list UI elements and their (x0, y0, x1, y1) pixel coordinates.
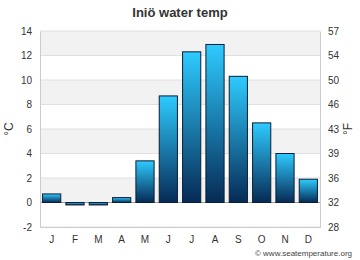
y-axis-title: °C (2, 122, 16, 136)
x-tick-label: J (49, 234, 54, 245)
x-tick-label: D (305, 234, 312, 245)
y-tick-label: 8 (26, 99, 32, 110)
y2-tick-label: 32 (328, 197, 340, 208)
y2-axis-title: °F (341, 123, 355, 135)
y-tick: -2 (23, 222, 40, 233)
y-tick: 14 (21, 26, 40, 37)
y-tick: 0 (26, 197, 40, 208)
chart: JFMAMJJASOND-202468101214283236394346505… (0, 0, 360, 260)
y-tick-label: -2 (23, 222, 32, 233)
x-tick-label: S (235, 234, 242, 245)
x-axis: JFMAMJJASOND (41, 227, 321, 245)
bar (136, 161, 154, 203)
x-tick-label: M (94, 234, 102, 245)
grid-line (40, 31, 320, 32)
grid-line (40, 55, 320, 56)
y2-tick-label: 39 (328, 148, 340, 159)
y2-tick: 39 (320, 148, 340, 159)
y2-tick: 32 (320, 197, 340, 208)
x-tick: J (49, 227, 54, 245)
y-tick: 2 (26, 173, 40, 184)
y-axis-line (40, 32, 41, 228)
x-tick-label: J (189, 234, 194, 245)
bar (43, 194, 61, 203)
grid-line (40, 227, 320, 228)
x-tick-label: J (166, 234, 171, 245)
x-tick-label: N (281, 234, 288, 245)
grid-band (40, 80, 320, 105)
bar (66, 203, 84, 205)
y-tick-label: 6 (26, 124, 32, 135)
bar (159, 96, 177, 203)
grid-line (40, 104, 320, 105)
x-tick-label: A (212, 234, 219, 245)
y-tick: 8 (26, 99, 40, 110)
grid-band (40, 31, 320, 56)
x-tick: O (258, 227, 266, 245)
x-tick: D (305, 227, 312, 245)
y2-tick: 43 (320, 124, 340, 135)
y2-tick-label: 36 (328, 173, 340, 184)
x-axis-line (41, 227, 321, 228)
y2-tick: 57 (320, 26, 340, 37)
x-tick-label: F (72, 234, 78, 245)
x-tick: J (166, 227, 171, 245)
y2-tick-label: 43 (328, 124, 340, 135)
y2-tick-label: 46 (328, 99, 340, 110)
x-tick: A (212, 227, 219, 245)
grid (40, 31, 320, 227)
x-tick: M (141, 227, 149, 245)
y2-tick-label: 54 (328, 50, 340, 61)
y-tick: 6 (26, 124, 40, 135)
bar (299, 179, 317, 202)
y-tick-label: 4 (26, 148, 32, 159)
grid-line (40, 80, 320, 81)
x-tick: M (94, 227, 102, 245)
plot: JFMAMJJASOND-202468101214283236394346505… (21, 26, 340, 245)
x-tick: J (189, 227, 194, 245)
y2-tick: 50 (320, 75, 340, 86)
x-tick-label: O (258, 234, 266, 245)
y2-tick: 54 (320, 50, 340, 61)
bar (229, 76, 247, 202)
y2-tick-label: 57 (328, 26, 340, 37)
y-tick: 12 (21, 50, 40, 61)
y2-tick: 46 (320, 99, 340, 110)
x-tick: F (72, 227, 78, 245)
y-tick-label: 2 (26, 173, 32, 184)
x-tick: A (118, 227, 125, 245)
x-tick-label: A (118, 234, 125, 245)
title: Iniö water temp (132, 5, 227, 20)
y2-axis-line (320, 32, 321, 228)
bar (113, 198, 131, 203)
y-tick-label: 12 (21, 50, 33, 61)
grid-band (40, 129, 320, 154)
bar (276, 154, 294, 203)
y-tick-label: 14 (21, 26, 33, 37)
bar (206, 44, 224, 202)
bars (43, 44, 318, 204)
x-tick: N (281, 227, 288, 245)
y-tick-label: 0 (26, 197, 32, 208)
y2-tick-label: 50 (328, 75, 340, 86)
x-tick-label: M (141, 234, 149, 245)
y-tick-label: 10 (21, 75, 33, 86)
y2-tick: 36 (320, 173, 340, 184)
bar (183, 52, 201, 203)
grid-line (40, 129, 320, 130)
y-axis: -2 0 2 4 6 8 10 12 14 (21, 26, 41, 233)
bar (89, 203, 107, 205)
x-tick: S (235, 227, 242, 245)
y-tick: 10 (21, 75, 40, 86)
y-tick: 4 (26, 148, 40, 159)
source-note: © www.seatemperature.org (255, 249, 352, 258)
y2-axis: 28 32 36 39 43 46 50 54 57 (320, 26, 340, 233)
y2-tick-label: 28 (328, 222, 340, 233)
bar (253, 123, 271, 203)
y2-tick: 28 (320, 222, 340, 233)
